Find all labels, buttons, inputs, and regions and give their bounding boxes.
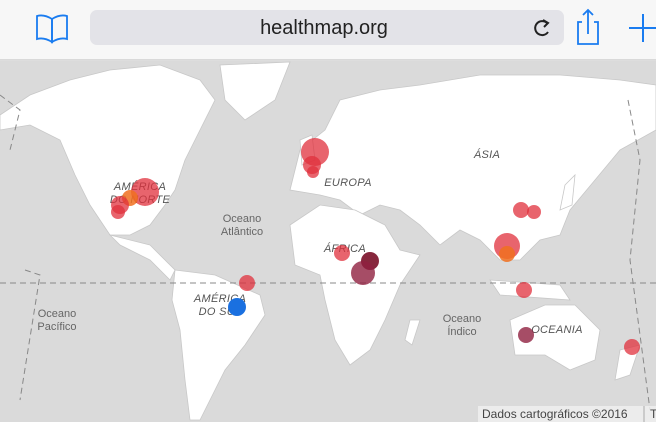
marker[interactable]	[499, 246, 515, 262]
markers	[111, 138, 640, 355]
marker[interactable]	[131, 178, 159, 206]
marker[interactable]	[111, 205, 125, 219]
marker[interactable]	[516, 282, 532, 298]
map-label: Oceano	[223, 213, 262, 225]
marker[interactable]	[239, 275, 255, 291]
attribution-cut: T	[650, 407, 656, 421]
map-label: Índico	[447, 325, 476, 338]
marker[interactable]	[624, 339, 640, 355]
map-label: Oceano	[443, 313, 482, 325]
map-label: Pacífico	[37, 321, 76, 333]
address-bar[interactable]	[90, 10, 564, 45]
marker[interactable]	[334, 245, 350, 261]
marker[interactable]	[351, 261, 375, 285]
attribution: Dados cartográficos ©2016	[482, 407, 628, 421]
map-label: OCEANIA	[531, 324, 583, 336]
marker[interactable]	[527, 205, 541, 219]
marker[interactable]	[228, 298, 246, 316]
marker[interactable]	[307, 166, 319, 178]
map-label: ÁSIA	[473, 148, 500, 161]
map-label: Oceano	[38, 308, 77, 320]
bookmarks-button[interactable]	[36, 14, 68, 44]
map-label: EUROPA	[324, 177, 371, 189]
map-label: Atlântico	[221, 226, 263, 238]
share-button[interactable]	[577, 8, 599, 45]
marker[interactable]	[518, 327, 534, 343]
reload-button[interactable]	[534, 19, 550, 37]
url: healthmap.org	[260, 17, 388, 39]
marker[interactable]	[513, 202, 529, 218]
new-tab-button[interactable]	[629, 14, 656, 42]
